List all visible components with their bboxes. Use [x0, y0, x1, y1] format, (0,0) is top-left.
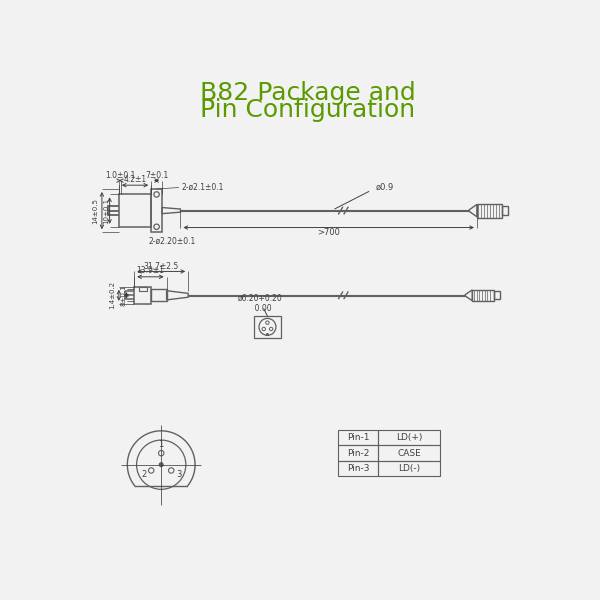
Bar	[477, 203, 502, 218]
Text: 14±0.5: 14±0.5	[92, 197, 98, 224]
Bar	[502, 206, 508, 215]
Bar	[379, 461, 440, 476]
Text: 7±0.1: 7±0.1	[145, 170, 168, 179]
Text: 31.7±2.5: 31.7±2.5	[143, 262, 179, 271]
Text: 1: 1	[158, 440, 164, 449]
Text: Pin-3: Pin-3	[347, 464, 370, 473]
Text: B82 Package and: B82 Package and	[200, 81, 415, 105]
Bar	[379, 445, 440, 461]
Bar	[119, 194, 151, 227]
Text: 4.2±1: 4.2±1	[124, 175, 146, 184]
Bar	[338, 445, 379, 461]
Text: 3: 3	[176, 470, 181, 479]
Circle shape	[159, 463, 163, 467]
Text: 8±0.1: 8±0.1	[121, 284, 127, 306]
Bar	[139, 287, 146, 292]
Text: 10±0.1: 10±0.1	[103, 197, 109, 224]
Text: Pin Configuration: Pin Configuration	[200, 98, 415, 122]
Text: LD(+): LD(+)	[396, 433, 422, 442]
Text: ø6.20+0.20
       0.00: ø6.20+0.20 0.00	[238, 294, 283, 313]
Text: >700: >700	[317, 229, 340, 238]
Text: 13.9±1: 13.9±1	[136, 266, 164, 275]
Text: 1.4±0.2: 1.4±0.2	[110, 281, 116, 310]
Bar	[134, 287, 151, 304]
Bar	[254, 316, 281, 338]
Bar	[472, 290, 494, 301]
Text: LD(-): LD(-)	[398, 464, 420, 473]
Circle shape	[266, 334, 268, 335]
Text: Pin-1: Pin-1	[347, 433, 370, 442]
Bar	[494, 292, 500, 299]
Text: CASE: CASE	[397, 449, 421, 458]
Bar	[338, 430, 379, 445]
Text: 2-ø2.1±0.1: 2-ø2.1±0.1	[181, 182, 224, 191]
Text: ø0.9: ø0.9	[376, 183, 394, 192]
Text: Pin-2: Pin-2	[347, 449, 370, 458]
Bar	[338, 461, 379, 476]
Text: 1.0±0.1: 1.0±0.1	[105, 170, 135, 179]
Bar	[151, 189, 162, 232]
Text: 2: 2	[141, 470, 146, 479]
Bar	[379, 430, 440, 445]
Bar	[151, 289, 167, 301]
Text: 2-ø2.20±0.1: 2-ø2.20±0.1	[148, 237, 196, 246]
